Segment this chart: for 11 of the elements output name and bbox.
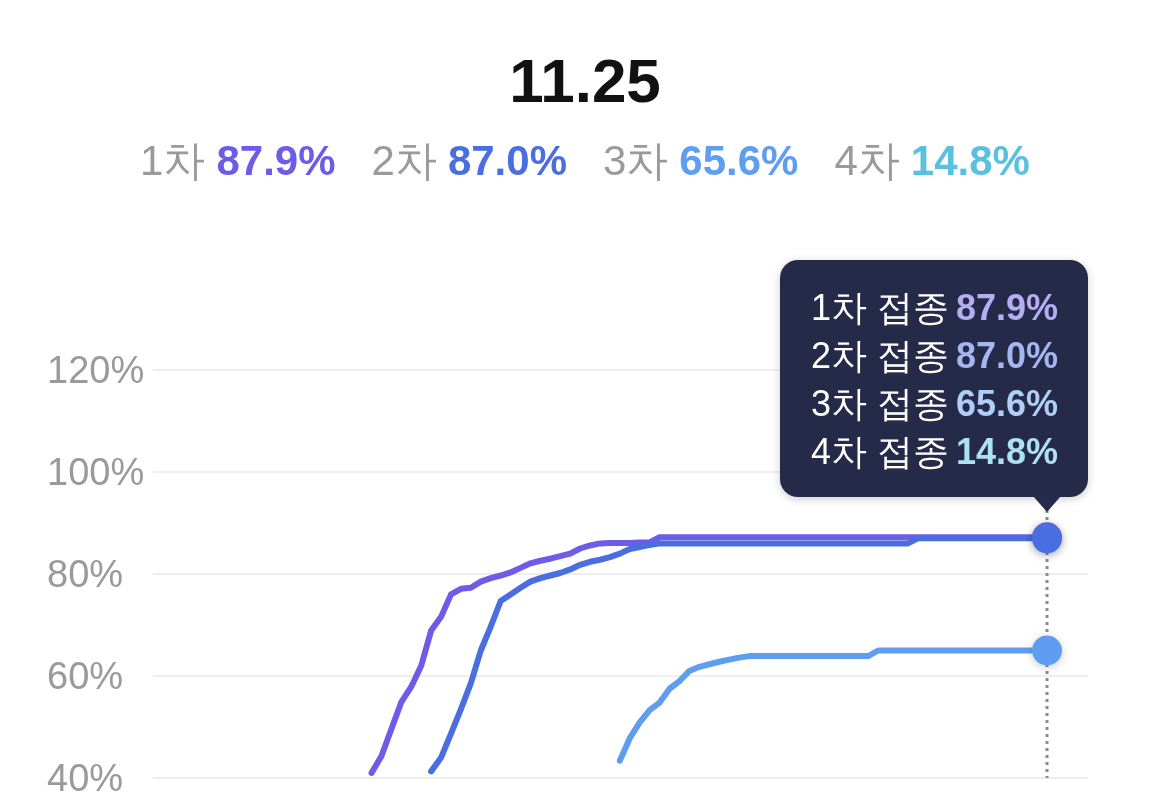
y-tick-label: 80%: [47, 553, 124, 595]
annotation: 4차 접종 14.8%: [811, 431, 1058, 472]
y-tick-label: 100%: [47, 451, 145, 493]
chart-subtitle: 1차 87.9% 2차 87.0% 3차 65.6% 4차 14.8%: [140, 137, 1030, 184]
annotation: 2차 접종 87.0%: [811, 335, 1058, 376]
y-tick-label: 60%: [47, 655, 124, 697]
annotation: 1차 접종 87.9%: [811, 287, 1058, 328]
chart-title: 11.25: [509, 46, 661, 115]
y-tick-label: 120%: [47, 349, 145, 391]
annotation: 3차 접종 65.6%: [811, 383, 1058, 424]
y-tick-label: 40%: [47, 757, 124, 799]
